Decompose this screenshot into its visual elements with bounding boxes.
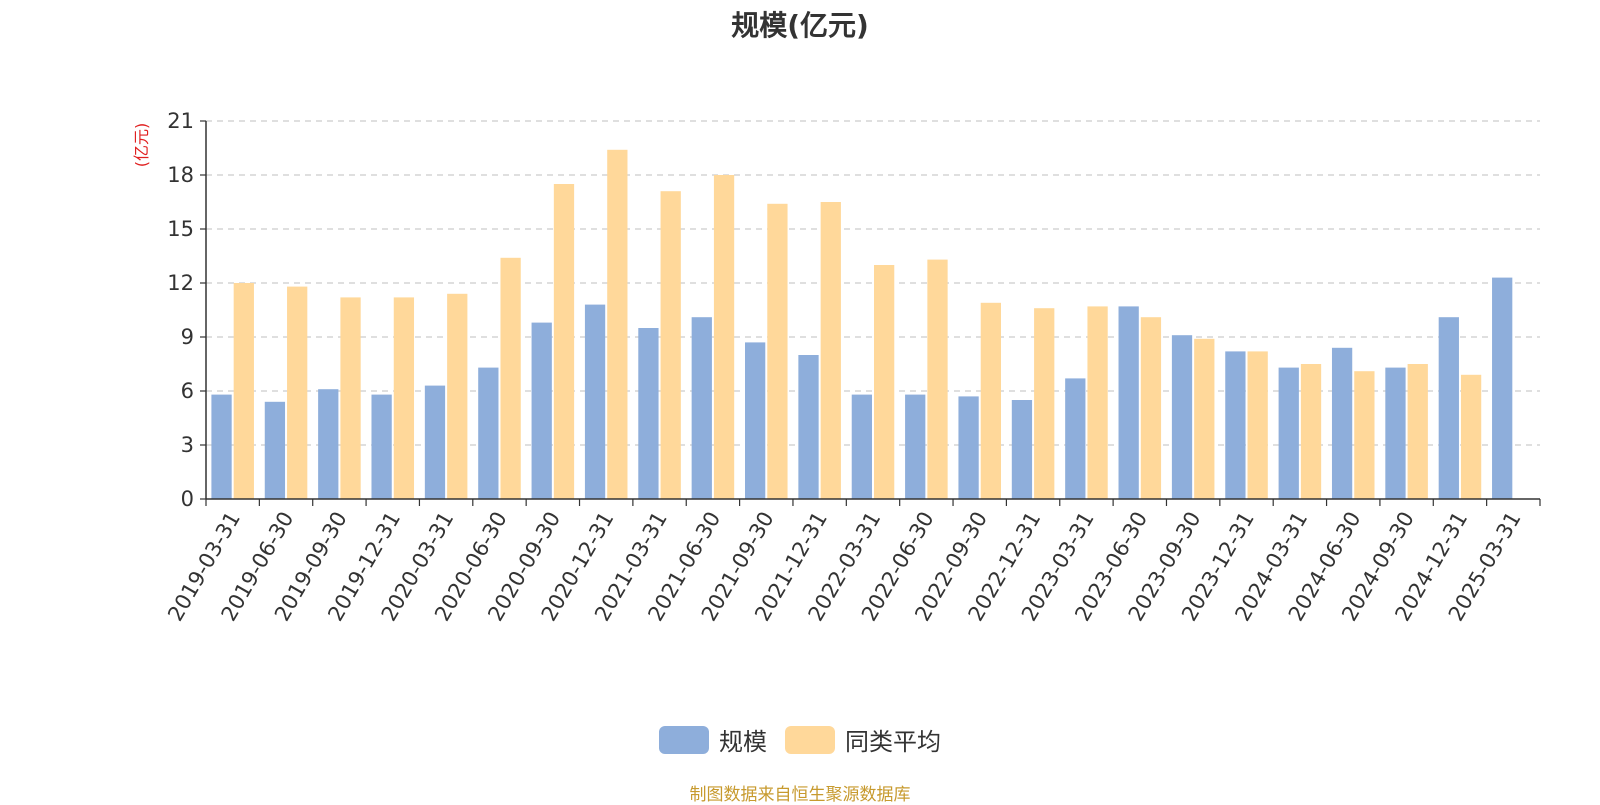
bar-scale[interactable] bbox=[851, 394, 872, 499]
bar-scale[interactable] bbox=[638, 328, 659, 499]
bar-peer-average[interactable] bbox=[980, 302, 1001, 499]
bar-peer-average[interactable] bbox=[340, 297, 361, 499]
bar-scale[interactable] bbox=[1331, 347, 1353, 499]
bar-peer-average[interactable] bbox=[927, 259, 948, 499]
legend: 规模 同类平均 bbox=[0, 722, 1600, 757]
y-tick-label: 3 bbox=[181, 433, 194, 457]
bar-scale[interactable] bbox=[264, 401, 286, 499]
bar-peer-average[interactable] bbox=[1460, 374, 1482, 499]
bar-peer-average[interactable] bbox=[1407, 364, 1428, 499]
bar-peer-average[interactable] bbox=[660, 191, 681, 499]
bar-scale[interactable] bbox=[958, 396, 979, 499]
legend-swatch-scale bbox=[659, 725, 709, 754]
bar-scale[interactable] bbox=[531, 322, 552, 499]
bar-scale[interactable] bbox=[478, 367, 499, 499]
legend-label-peer-average: 同类平均 bbox=[845, 728, 941, 756]
bar-scale[interactable] bbox=[691, 317, 712, 499]
bar-peer-average[interactable] bbox=[1194, 338, 1215, 499]
bar-scale[interactable] bbox=[1225, 351, 1246, 499]
legend-swatch-peer-average bbox=[785, 725, 835, 754]
legend-item-scale[interactable]: 规模 bbox=[659, 722, 767, 757]
bar-peer-average[interactable] bbox=[1247, 351, 1268, 499]
bar-scale[interactable] bbox=[745, 342, 766, 499]
bar-peer-average[interactable] bbox=[553, 184, 575, 499]
y-tick-label: 21 bbox=[167, 109, 194, 133]
bar-scale[interactable] bbox=[1492, 277, 1513, 499]
bar-scale[interactable] bbox=[1011, 400, 1033, 499]
legend-item-peer-average[interactable]: 同类平均 bbox=[785, 722, 941, 757]
bar-peer-average[interactable] bbox=[287, 286, 308, 499]
bar-peer-average[interactable] bbox=[607, 149, 628, 500]
bar-peer-average[interactable] bbox=[820, 202, 841, 499]
bar-peer-average[interactable] bbox=[1300, 364, 1322, 499]
bar-peer-average[interactable] bbox=[1034, 308, 1055, 499]
bar-scale[interactable] bbox=[1278, 367, 1299, 499]
bar-scale[interactable] bbox=[211, 394, 232, 499]
bar-scale[interactable] bbox=[318, 389, 339, 499]
bar-scale[interactable] bbox=[1171, 335, 1193, 499]
bar-scale[interactable] bbox=[584, 304, 606, 499]
bar-peer-average[interactable] bbox=[1140, 317, 1162, 499]
bar-peer-average[interactable] bbox=[874, 265, 895, 499]
bar-peer-average[interactable] bbox=[1354, 371, 1375, 499]
y-axis-title: (亿元) bbox=[132, 123, 151, 168]
y-tick-label: 12 bbox=[167, 271, 194, 295]
bar-scale[interactable] bbox=[1385, 367, 1406, 499]
bar-scale[interactable] bbox=[371, 394, 392, 499]
bar-peer-average[interactable] bbox=[713, 175, 735, 499]
legend-label-scale: 规模 bbox=[719, 728, 767, 756]
y-tick-label: 6 bbox=[181, 379, 194, 403]
bar-scale[interactable] bbox=[1438, 317, 1459, 499]
bar-scale[interactable] bbox=[424, 385, 446, 499]
bar-peer-average[interactable] bbox=[393, 297, 415, 499]
bars bbox=[211, 149, 1513, 500]
bar-scale[interactable] bbox=[1118, 306, 1139, 499]
y-tick-label: 0 bbox=[181, 487, 194, 511]
bar-peer-average[interactable] bbox=[1087, 306, 1108, 499]
data-source-note: 制图数据来自恒生聚源数据库 bbox=[689, 785, 911, 805]
bar-scale[interactable] bbox=[798, 355, 819, 499]
bar-scale[interactable] bbox=[1065, 378, 1086, 499]
y-tick-label: 9 bbox=[181, 325, 194, 349]
bar-peer-average[interactable] bbox=[447, 293, 468, 499]
bar-peer-average[interactable] bbox=[233, 283, 254, 499]
y-tick-label: 15 bbox=[167, 217, 194, 241]
chart-title: 规模(亿元) bbox=[731, 9, 869, 42]
y-tick-label: 18 bbox=[167, 163, 194, 187]
bar-peer-average[interactable] bbox=[500, 257, 521, 499]
bar-scale[interactable] bbox=[905, 394, 926, 499]
bar-peer-average[interactable] bbox=[767, 203, 788, 500]
